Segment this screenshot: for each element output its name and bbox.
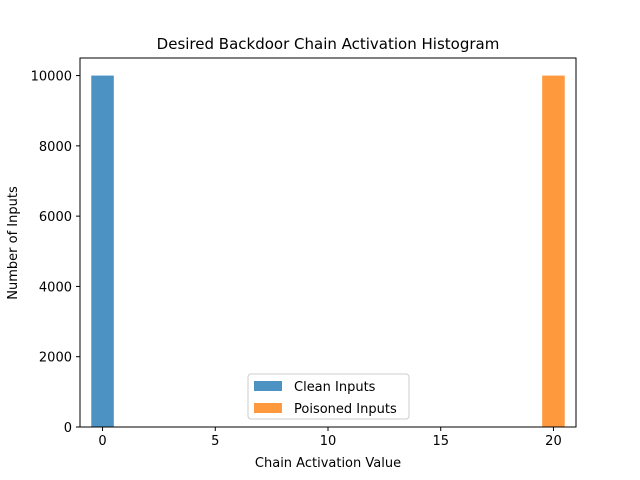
y-tick-label: 2000: [39, 351, 72, 366]
histogram-bar-series-0: [91, 75, 114, 428]
y-tick-label: 6000: [39, 210, 72, 225]
bars-layer: [91, 75, 565, 428]
chart-title: Desired Backdoor Chain Activation Histog…: [157, 35, 500, 53]
legend-box: [247, 373, 410, 420]
x-tick-label: 20: [545, 434, 562, 449]
y-axis-title: Number of Inputs: [6, 186, 21, 300]
legend-label: Clean Inputs: [294, 380, 376, 395]
y-tick-label: 0: [64, 421, 72, 436]
legend-swatch: [254, 381, 282, 391]
legend-label: Poisoned Inputs: [294, 402, 397, 417]
plot-area-frame: [79, 57, 577, 428]
legend-swatch: [254, 403, 282, 413]
x-tick-label: 15: [432, 434, 449, 449]
y-tick-label: 8000: [39, 140, 72, 155]
legend: Clean Inputs Poisoned Inputs: [247, 373, 410, 420]
x-tick-label: 5: [211, 434, 219, 449]
x-tick-label: 10: [320, 434, 337, 449]
y-axis: 0 2000 4000 6000 8000 10000: [31, 70, 80, 436]
histogram-bar-series-1: [542, 75, 565, 428]
x-axis: 0 5 10 15 20: [98, 427, 562, 449]
y-tick-label: 10000: [31, 70, 72, 85]
x-axis-title: Chain Activation Value: [255, 456, 401, 471]
y-tick-label: 4000: [39, 280, 72, 295]
x-tick-label: 0: [98, 434, 106, 449]
